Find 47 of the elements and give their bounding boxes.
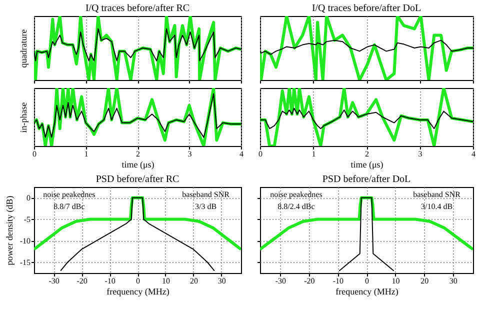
x-tick-label: 0 xyxy=(32,150,36,158)
x-tick-label: 4 xyxy=(240,150,244,158)
y-axis-title: quadrature xyxy=(18,29,28,68)
x-axis-title: time (μs) xyxy=(122,160,154,170)
y-tick-label: -5 xyxy=(24,214,30,224)
x-tick-label: 0 xyxy=(258,150,262,158)
x-tick-label: 20 xyxy=(420,276,429,286)
y-tick-label: -15 xyxy=(20,258,30,267)
x-tick-label: 1 xyxy=(84,150,88,158)
annotation: 8.8/7 dBc xyxy=(54,202,86,211)
x-tick-label: 30 xyxy=(218,276,226,286)
x-tick-label: 2 xyxy=(365,150,369,158)
annotation: baseband SNR xyxy=(182,190,230,199)
x-axis-title: frequency (MHz) xyxy=(336,286,398,296)
chart-title: I/Q traces before/after RC xyxy=(85,3,190,14)
chart-title: PSD before/after DoL xyxy=(322,174,411,185)
x-tick-label: 0 xyxy=(365,276,369,286)
chart-title: I/Q traces before/after DoL xyxy=(312,3,422,14)
y-axis-title: power density (dB) xyxy=(4,196,14,266)
x-tick-label: 2 xyxy=(136,150,140,158)
x-axis-title: time (μs) xyxy=(350,160,384,170)
annotation: noise peakednes xyxy=(270,190,322,199)
x-tick-label: 1 xyxy=(312,150,316,158)
x-tick-label: 10 xyxy=(162,276,170,286)
y-tick-label: 0 xyxy=(26,193,30,202)
x-tick-label: -30 xyxy=(48,276,60,286)
chart-title: PSD before/after RC xyxy=(96,174,180,185)
x-tick-label: 3 xyxy=(188,150,192,158)
x-tick-label: 3 xyxy=(418,150,422,158)
x-tick-label: -10 xyxy=(104,276,116,286)
x-axis-title: frequency (MHz) xyxy=(106,286,170,296)
annotation: noise peakednes xyxy=(43,190,96,199)
y-tick-label: -10 xyxy=(20,236,30,246)
x-tick-label: 4 xyxy=(472,150,476,158)
annotation: 8.8/2.4 dBc xyxy=(278,202,316,211)
x-tick-label: 10 xyxy=(392,276,400,286)
x-tick-label: -20 xyxy=(76,276,88,286)
x-tick-label: -30 xyxy=(275,276,286,286)
x-tick-label: 0 xyxy=(136,276,140,286)
y-axis-title: in-phase xyxy=(18,102,28,133)
annotation: 3/10.4 dB xyxy=(421,202,453,211)
annotation: 3/3 dB xyxy=(195,202,217,211)
x-tick-label: -20 xyxy=(304,276,315,286)
x-tick-label: 20 xyxy=(190,276,198,286)
annotation: baseband SNR xyxy=(413,190,462,199)
x-tick-label: -10 xyxy=(332,276,344,286)
x-tick-label: 30 xyxy=(449,276,458,286)
